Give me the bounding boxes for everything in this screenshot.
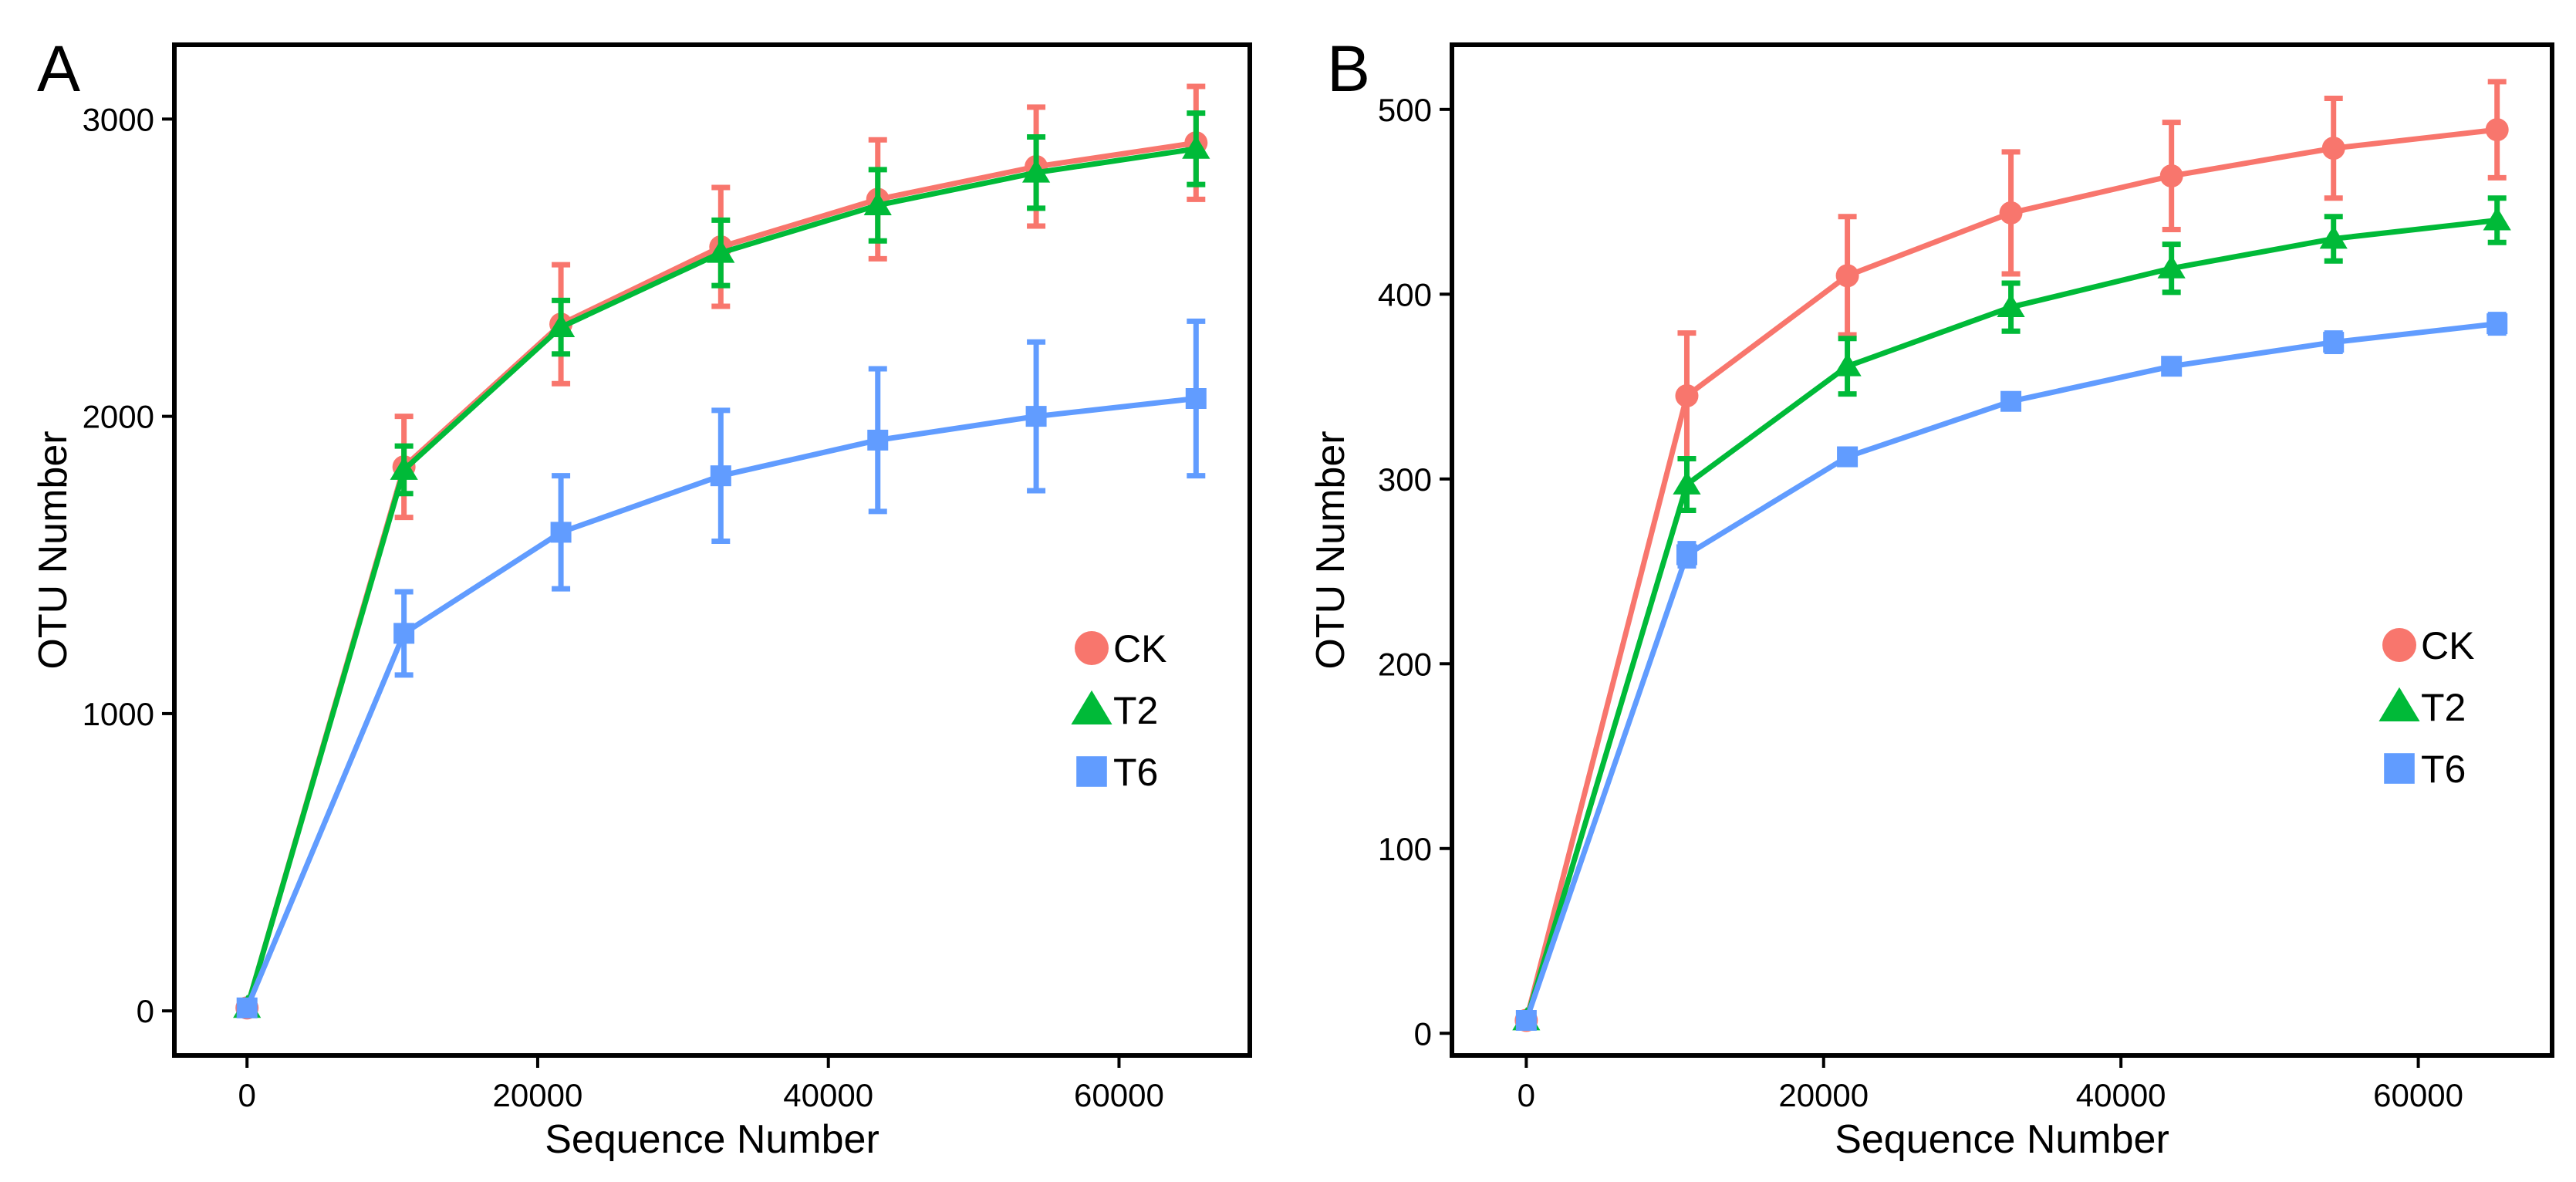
data-point xyxy=(863,191,892,215)
data-point xyxy=(2319,225,2348,249)
data-point xyxy=(1835,264,1859,288)
y-axis-label: OTU Number xyxy=(1308,431,1353,669)
data-point xyxy=(2000,390,2022,412)
panel-label: B xyxy=(1327,32,1370,105)
plot-frame xyxy=(172,42,1252,1058)
data-point xyxy=(1833,353,1862,377)
data-point xyxy=(2321,137,2345,160)
series-ck xyxy=(1514,79,2509,1032)
legend: CK T2 T6 xyxy=(1071,627,1166,794)
x-tick-label: 20000 xyxy=(493,1077,583,1113)
data-point xyxy=(2157,255,2186,279)
data-point xyxy=(1675,384,1699,408)
series-t6 xyxy=(1515,312,2508,1031)
y-tick-label: 2000 xyxy=(83,399,154,435)
data-point xyxy=(710,465,731,487)
y-tick-label: 400 xyxy=(1378,276,1432,312)
x-tick-label: 0 xyxy=(1518,1077,1535,1113)
data-point xyxy=(550,522,572,543)
legend-label: T6 xyxy=(2421,748,2466,791)
y-tick-label: 500 xyxy=(1378,92,1432,128)
data-point xyxy=(1997,293,2025,318)
panel-label: A xyxy=(37,32,80,105)
series-t2 xyxy=(233,110,1210,1018)
x-axis-label: Sequence Number xyxy=(545,1117,879,1162)
series-t2 xyxy=(1512,195,2511,1031)
x-tick-label: 40000 xyxy=(2076,1077,2166,1113)
legend-key-triangle xyxy=(2378,687,2420,721)
data-point xyxy=(1182,135,1210,159)
y-axis-label: OTU Number xyxy=(31,431,76,669)
legend-key-circle xyxy=(2382,628,2416,662)
data-point xyxy=(2323,332,2345,353)
legend-key-circle xyxy=(1075,631,1109,665)
y-tick-label: 300 xyxy=(1378,461,1432,498)
data-point xyxy=(546,313,576,337)
series-t6 xyxy=(236,318,1207,1018)
panel-a: A Sequence Number OTU Number CK T2 T6 0 2… xyxy=(31,32,1252,1162)
data-point xyxy=(1185,388,1207,409)
y-tick-label: 3000 xyxy=(83,101,154,137)
legend-label: CK xyxy=(1113,627,1166,670)
data-point xyxy=(707,239,735,263)
y-tick-label: 0 xyxy=(137,993,154,1029)
x-axis-label: Sequence Number xyxy=(1835,1117,2169,1162)
data-point xyxy=(2485,118,2509,142)
x-tick-label: 40000 xyxy=(783,1077,873,1113)
data-point xyxy=(2159,164,2183,188)
data-point xyxy=(393,623,415,644)
legend-label: T2 xyxy=(1113,689,1158,732)
legend-label: T6 xyxy=(1113,751,1158,794)
legend-label: CK xyxy=(2421,624,2474,667)
panel-b: B Sequence Number OTU Number CK T2 T6 0 2… xyxy=(1308,32,2554,1162)
data-point xyxy=(1025,406,1047,427)
y-tick-label: 200 xyxy=(1378,646,1432,682)
legend-label: T2 xyxy=(2421,686,2466,729)
data-point xyxy=(1837,446,1859,468)
x-tick-label: 0 xyxy=(238,1077,256,1113)
x-tick-label: 60000 xyxy=(1074,1077,1164,1113)
x-tick-label: 60000 xyxy=(2373,1077,2463,1113)
data-point xyxy=(236,997,258,1018)
data-point xyxy=(1673,471,1701,495)
data-point xyxy=(1515,1009,1537,1031)
data-point xyxy=(2161,356,2183,377)
data-point xyxy=(1999,201,2023,225)
data-point xyxy=(1676,544,1697,566)
data-point xyxy=(2487,313,2508,335)
data-point xyxy=(1021,159,1051,183)
x-tick-label: 20000 xyxy=(1778,1077,1869,1113)
plot-frame xyxy=(1450,42,2554,1058)
y-tick-label: 1000 xyxy=(83,696,154,732)
y-tick-label: 0 xyxy=(1414,1015,1432,1052)
legend-key-square xyxy=(2384,753,2415,784)
data-point xyxy=(867,429,889,451)
data-point xyxy=(390,456,418,480)
legend: CK T2 T6 xyxy=(2378,624,2474,791)
legend-key-triangle xyxy=(1071,690,1112,724)
data-point xyxy=(2483,207,2511,231)
y-tick-label: 100 xyxy=(1378,831,1432,867)
legend-key-square xyxy=(1076,756,1107,787)
series-line xyxy=(1524,321,2498,1022)
